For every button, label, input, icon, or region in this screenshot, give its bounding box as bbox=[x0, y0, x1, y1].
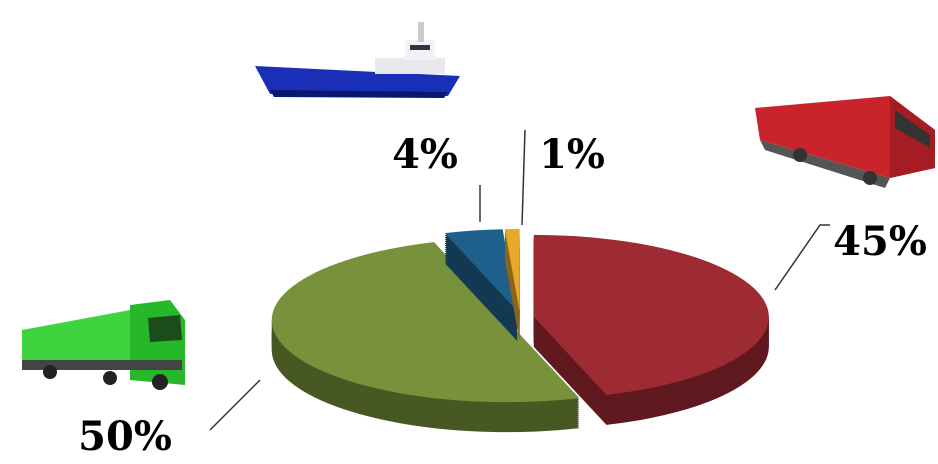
data-label: 4% bbox=[392, 131, 458, 178]
train-icon bbox=[755, 96, 935, 188]
ship-icon bbox=[255, 22, 460, 98]
slice-top bbox=[533, 234, 769, 395]
slice bbox=[533, 234, 769, 425]
truck-icon bbox=[22, 300, 185, 390]
slice bbox=[271, 242, 580, 433]
slice bbox=[504, 229, 520, 342]
slice-top bbox=[271, 242, 580, 403]
slice-top bbox=[444, 229, 518, 312]
slice bbox=[444, 229, 518, 342]
data-label: 45% bbox=[833, 218, 927, 265]
data-label: 1% bbox=[539, 131, 605, 178]
data-label: 50% bbox=[78, 413, 172, 460]
leader-lines bbox=[209, 129, 830, 431]
pie bbox=[271, 229, 769, 433]
slice-top bbox=[504, 229, 520, 312]
